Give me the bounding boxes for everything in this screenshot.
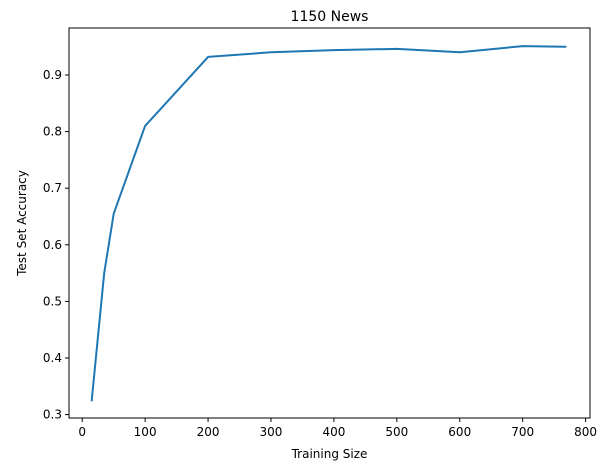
plot-frame [68, 27, 591, 419]
y-axis: 0.3 0.4 0.5 0.6 0.7 0.8 0.9 [43, 68, 69, 422]
x-tick-label: 200 [197, 425, 220, 439]
y-tick-label: 0.6 [43, 238, 62, 252]
y-tick-label: 0.7 [43, 181, 62, 195]
x-tick-label: 800 [574, 425, 597, 439]
plot-area: 0 100 200 300 400 500 600 700 800 0.30.40.50.60.… [43, 27, 597, 439]
chart-title: 1150 News [291, 9, 369, 25]
y-tick-label: 0.9 [43, 68, 62, 82]
y-tick-label: 0.4 [43, 351, 62, 365]
x-tick-label: 700 [511, 425, 534, 439]
series-line [90, 45, 567, 402]
x-axis-label: Training Size [291, 447, 368, 461]
x-tick-label: 100 [134, 425, 157, 439]
y-tick-label: 0.3 [43, 408, 62, 422]
x-tick-label: 400 [322, 425, 345, 439]
y-tick-label: 0.8 [43, 125, 62, 139]
y-axis-label: Test Set Accuracy [15, 170, 29, 277]
x-tick-label: 600 [448, 425, 471, 439]
x-tick-label: 300 [260, 425, 283, 439]
series-layer [90, 45, 567, 402]
x-tick-label: 500 [385, 425, 408, 439]
x-axis: 0 100 200 300 400 500 600 700 800 [78, 418, 597, 439]
x-tick-label: 0 [78, 425, 86, 439]
y-tick-label: 0.5 [43, 294, 62, 308]
